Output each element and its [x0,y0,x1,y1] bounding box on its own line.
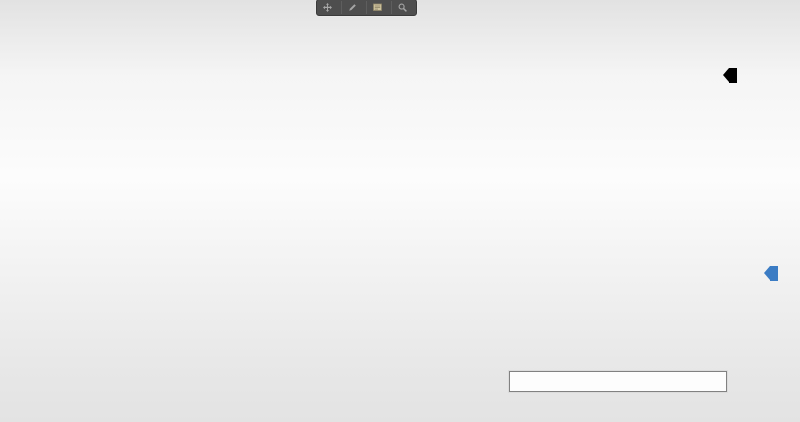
magnifier-icon [398,3,407,12]
legend-row-usdcnh[interactable] [514,373,722,381]
toolbar-annotate-button[interactable] [341,1,366,14]
chart-toolbar [316,0,417,16]
move-icon [323,3,332,12]
legend-row-spx[interactable] [514,381,722,389]
news-icon [373,3,382,11]
pencil-icon [349,4,356,11]
last-price-badge-spx [764,266,778,281]
toolbar-track-button[interactable] [317,1,341,14]
usdcnh-swatch [514,373,522,381]
chart-legend [509,371,727,392]
toolbar-zoom-button[interactable] [391,1,416,14]
spx-swatch [514,381,522,389]
last-price-badge-usdcnh [723,68,737,83]
toolbar-news-button[interactable] [366,1,391,14]
